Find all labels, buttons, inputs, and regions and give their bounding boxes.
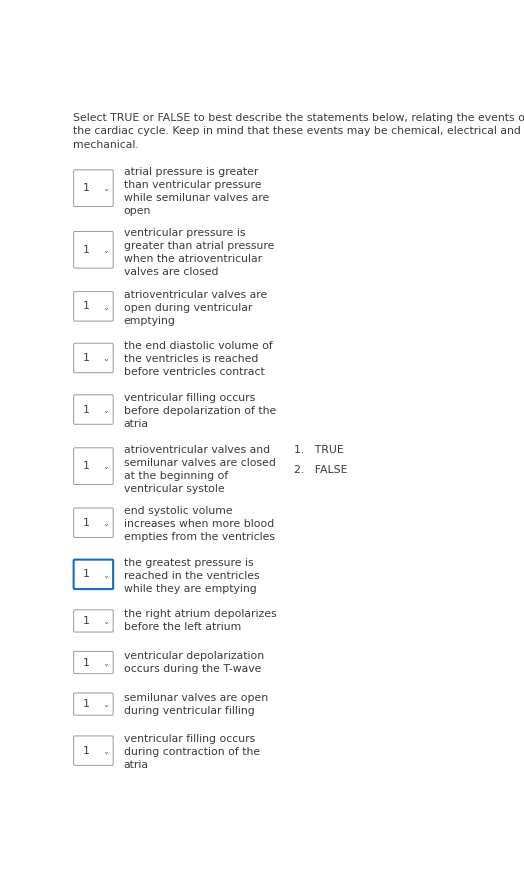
Text: end systolic volume
increases when more blood
empties from the ventricles: end systolic volume increases when more … xyxy=(124,506,275,543)
Text: 1: 1 xyxy=(83,245,90,255)
FancyBboxPatch shape xyxy=(74,736,113,765)
Text: 1: 1 xyxy=(83,518,90,527)
Text: 1: 1 xyxy=(83,616,90,626)
Text: ⌄: ⌄ xyxy=(103,303,110,312)
FancyBboxPatch shape xyxy=(74,610,113,632)
Text: 1: 1 xyxy=(83,569,90,579)
Text: ⌄: ⌄ xyxy=(103,185,110,194)
FancyBboxPatch shape xyxy=(74,344,113,373)
Text: Select TRUE or FALSE to best describe the statements below, relating the events : Select TRUE or FALSE to best describe th… xyxy=(73,113,524,150)
Text: ⌄: ⌄ xyxy=(103,463,110,472)
FancyBboxPatch shape xyxy=(74,448,113,485)
Text: ⌄: ⌄ xyxy=(103,659,110,668)
FancyBboxPatch shape xyxy=(74,170,113,207)
Text: ⌄: ⌄ xyxy=(103,354,110,363)
Text: the greatest pressure is
reached in the ventricles
while they are emptying: the greatest pressure is reached in the … xyxy=(124,558,259,594)
Text: 1: 1 xyxy=(83,699,90,710)
Text: ventricular filling occurs
during contraction of the
atria: ventricular filling occurs during contra… xyxy=(124,734,260,770)
Text: 1: 1 xyxy=(83,405,90,415)
Text: 1: 1 xyxy=(83,657,90,668)
Text: 1: 1 xyxy=(83,301,90,312)
FancyBboxPatch shape xyxy=(74,652,113,674)
Text: ventricular depolarization
occurs during the T-wave: ventricular depolarization occurs during… xyxy=(124,651,264,674)
Text: ⌄: ⌄ xyxy=(103,571,110,580)
Text: ⌄: ⌄ xyxy=(103,246,110,255)
Text: ⌄: ⌄ xyxy=(103,519,110,528)
Text: 1: 1 xyxy=(83,353,90,363)
Text: ⌄: ⌄ xyxy=(103,747,110,756)
Text: ⌄: ⌄ xyxy=(103,617,110,626)
FancyBboxPatch shape xyxy=(74,559,113,589)
Text: 1: 1 xyxy=(83,461,90,472)
FancyBboxPatch shape xyxy=(74,291,113,321)
Text: the end diastolic volume of
the ventricles is reached
before ventricles contract: the end diastolic volume of the ventricl… xyxy=(124,341,272,377)
Text: atrioventricular valves and
semilunar valves are closed
at the beginning of
vent: atrioventricular valves and semilunar va… xyxy=(124,445,276,494)
Text: atrial pressure is greater
than ventricular pressure
while semilunar valves are
: atrial pressure is greater than ventricu… xyxy=(124,167,269,216)
FancyBboxPatch shape xyxy=(74,508,113,537)
Text: 2.   FALSE: 2. FALSE xyxy=(294,464,347,474)
Text: 1: 1 xyxy=(83,746,90,756)
Text: ventricular pressure is
greater than atrial pressure
when the atrioventricular
v: ventricular pressure is greater than atr… xyxy=(124,228,274,277)
Text: atrioventricular valves are
open during ventricular
emptying: atrioventricular valves are open during … xyxy=(124,289,267,326)
Text: ventricular filling occurs
before depolarization of the
atria: ventricular filling occurs before depola… xyxy=(124,393,276,429)
Text: the right atrium depolarizes
before the left atrium: the right atrium depolarizes before the … xyxy=(124,609,276,632)
Text: 1: 1 xyxy=(83,183,90,194)
Text: semilunar valves are open
during ventricular filling: semilunar valves are open during ventric… xyxy=(124,693,268,716)
FancyBboxPatch shape xyxy=(74,693,113,715)
FancyBboxPatch shape xyxy=(74,232,113,268)
Text: ⌄: ⌄ xyxy=(103,701,110,710)
Text: ⌄: ⌄ xyxy=(103,406,110,415)
Text: 1.   TRUE: 1. TRUE xyxy=(294,445,344,455)
FancyBboxPatch shape xyxy=(74,395,113,424)
